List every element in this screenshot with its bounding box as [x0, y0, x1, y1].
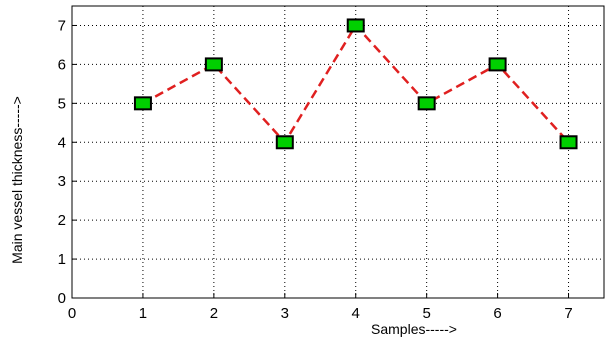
y-tick-label-4: 4: [58, 134, 66, 151]
x-tick-label-7: 7: [564, 305, 572, 322]
y-tick-label-2: 2: [58, 212, 66, 229]
x-axis-ticks: 0 1 2 3 4 5 6 7: [68, 293, 573, 322]
x-axis-label: Samples----->: [371, 321, 457, 337]
x-tick-label-4: 4: [352, 305, 360, 322]
x-tick-label-2: 2: [210, 305, 218, 322]
x-tick-label-0: 0: [68, 305, 76, 322]
grid-lines: [72, 6, 604, 298]
x-tick-label-6: 6: [493, 305, 501, 322]
plot-frame: [71, 5, 605, 299]
data-point-1: [133, 96, 152, 111]
y-tick-label-1: 1: [58, 251, 66, 268]
data-series: [133, 18, 578, 150]
data-point-6: [488, 57, 507, 72]
y-axis-label: Main vessel thickness----->: [9, 96, 25, 264]
x-tick-label-3: 3: [281, 305, 289, 322]
data-point-7: [559, 135, 578, 150]
y-tick-label-0: 0: [58, 290, 66, 307]
x-tick-label-1: 1: [139, 305, 147, 322]
data-point-4: [346, 18, 365, 33]
y-axis-ticks: 0 1 2 3 4 5 6 7: [58, 17, 77, 307]
y-tick-label-5: 5: [58, 95, 66, 112]
data-point-2: [204, 57, 223, 72]
y-tick-label-3: 3: [58, 173, 66, 190]
data-point-3: [275, 135, 294, 150]
y-tick-label-7: 7: [58, 17, 66, 34]
x-tick-label-5: 5: [422, 305, 430, 322]
y-tick-label-6: 6: [58, 56, 66, 73]
data-point-5: [417, 96, 436, 111]
